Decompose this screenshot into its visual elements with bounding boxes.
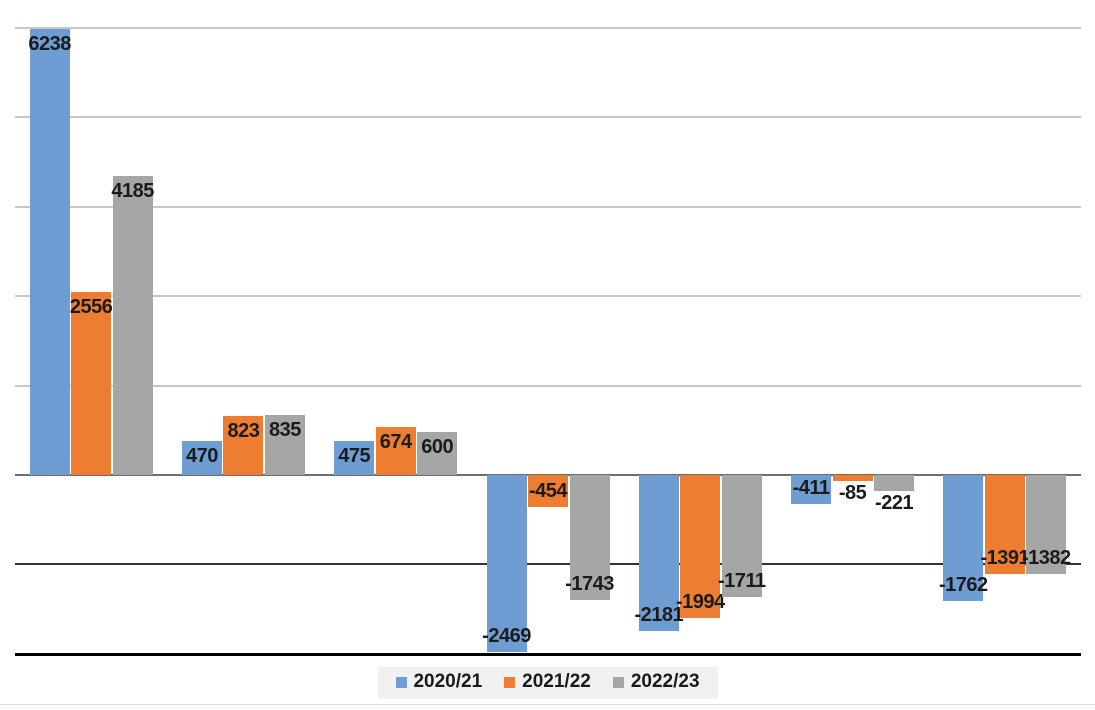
bar-2020-21-group1 xyxy=(29,28,70,475)
legend-swatch-blue xyxy=(395,676,407,688)
bar-2021-22-group1 xyxy=(71,292,112,475)
data-label: 470 xyxy=(185,445,218,468)
data-label: -1743 xyxy=(565,572,614,595)
legend-label: 2021/22 xyxy=(522,671,591,692)
data-label: -2469 xyxy=(482,624,531,647)
bar-2020-21-group4 xyxy=(486,475,527,652)
bar-2021-22-group5 xyxy=(680,475,721,618)
data-label: 475 xyxy=(338,445,371,468)
legend-item-2020-21: 2020/21 xyxy=(395,672,482,692)
bar-2020-21-group3 xyxy=(334,441,375,475)
legend-item-2021-22: 2021/22 xyxy=(504,672,591,692)
bar-2022-23-group4 xyxy=(569,475,610,600)
bar-2022-23-group1 xyxy=(112,175,153,475)
bar-2022-23-group2 xyxy=(264,415,305,475)
data-label: -1391 xyxy=(980,547,1030,570)
bar-2022-23-group5 xyxy=(721,475,762,598)
data-label: 823 xyxy=(227,420,260,443)
data-label: -2181 xyxy=(634,603,684,626)
data-label: 4185 xyxy=(111,179,154,202)
bar-2020-21-group5 xyxy=(638,475,679,631)
bar-2020-21-group6 xyxy=(791,475,832,505)
data-label: -1711 xyxy=(718,570,766,593)
bar-2020-21-group2 xyxy=(181,441,222,475)
bar-2021-22-group7 xyxy=(984,475,1025,575)
legend-label: 2020/21 xyxy=(413,671,483,692)
data-label: -1762 xyxy=(939,574,988,597)
data-label: 674 xyxy=(379,430,412,453)
gridline-3750 xyxy=(15,205,1081,208)
data-label: 2556 xyxy=(69,296,113,319)
bar-2021-22-group4 xyxy=(528,475,568,508)
legend-label: 2022/23 xyxy=(630,671,700,692)
legend-swatch-orange xyxy=(504,676,516,688)
data-label: 835 xyxy=(268,419,301,442)
data-label: -1382 xyxy=(1022,546,1071,569)
gridline--1250 xyxy=(15,563,1081,566)
bar-2020-21-group7 xyxy=(943,475,984,602)
gridline--2500 xyxy=(15,652,1081,656)
gridline-2500 xyxy=(15,295,1081,298)
bar-2022-23-group3 xyxy=(417,432,458,475)
legend-item-2022-23: 2022/23 xyxy=(612,671,700,692)
data-label: 600 xyxy=(421,436,454,459)
data-label: -221 xyxy=(875,491,914,514)
bar-2021-22-group3 xyxy=(375,426,416,475)
data-label: -85 xyxy=(838,482,867,505)
bar-2022-23-group6 xyxy=(874,475,915,491)
bar-2021-22-group6 xyxy=(832,475,873,482)
data-label: 6238 xyxy=(28,32,71,55)
data-label: -454 xyxy=(528,480,568,503)
data-label: -1994 xyxy=(675,590,725,613)
gridline-6250 xyxy=(15,27,1081,29)
bar-2021-22-group2 xyxy=(223,416,264,475)
bar-2022-23-group7 xyxy=(1026,475,1067,574)
data-label: -411 xyxy=(792,477,830,500)
gridline-5000 xyxy=(15,116,1081,119)
legend: 2020/21 2021/22 2022/23 xyxy=(377,667,718,699)
legend-swatch-gray xyxy=(612,676,624,688)
gridline-1250 xyxy=(15,384,1081,387)
window-bottom-edge xyxy=(0,704,1095,710)
